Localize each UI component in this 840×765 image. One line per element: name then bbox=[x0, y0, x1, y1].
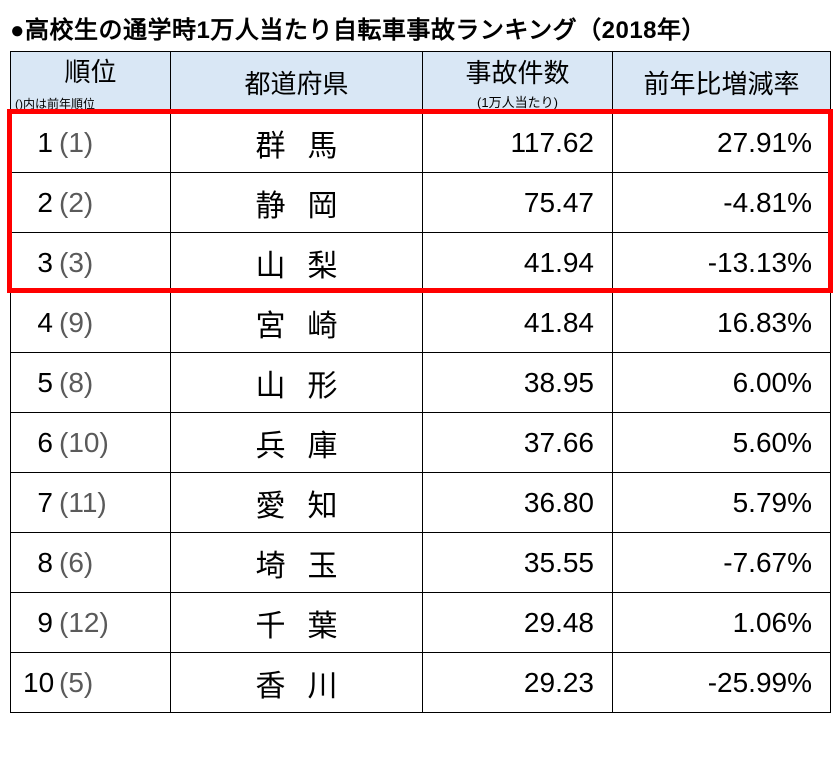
accident-count-cell: 29.48 bbox=[423, 593, 613, 653]
prefecture-cell: 山梨 bbox=[171, 233, 423, 293]
ranking-table: 順位 ()内は前年順位 都道府県 事故件数 (1万人当たり) 前年比増減率 1(… bbox=[10, 51, 831, 713]
rank-current: 4 bbox=[23, 307, 59, 339]
rank-cell: 3(3) bbox=[11, 233, 171, 293]
prefecture-cell: 群馬 bbox=[171, 113, 423, 173]
table-row: 9(12)千葉29.481.06% bbox=[11, 593, 831, 653]
rank-previous: (12) bbox=[59, 607, 109, 639]
rank-cell: 6(10) bbox=[11, 413, 171, 473]
prefecture-cell: 愛知 bbox=[171, 473, 423, 533]
accident-count-cell: 41.94 bbox=[423, 233, 613, 293]
prefecture-cell: 兵庫 bbox=[171, 413, 423, 473]
table-row: 1(1)群馬117.6227.91% bbox=[11, 113, 831, 173]
rank-previous: (3) bbox=[59, 247, 93, 279]
table-row: 10(5)香川29.23-25.99% bbox=[11, 653, 831, 713]
yoy-change-cell: 5.79% bbox=[613, 473, 831, 533]
yoy-change-cell: -7.67% bbox=[613, 533, 831, 593]
yoy-change-cell: 27.91% bbox=[613, 113, 831, 173]
table-row: 2(2)静岡75.47-4.81% bbox=[11, 173, 831, 233]
col-header-pref-label: 都道府県 bbox=[171, 64, 422, 101]
rank-cell: 7(11) bbox=[11, 473, 171, 533]
yoy-change-cell: -25.99% bbox=[613, 653, 831, 713]
accident-count-cell: 36.80 bbox=[423, 473, 613, 533]
prefecture-cell: 静岡 bbox=[171, 173, 423, 233]
yoy-change-cell: 16.83% bbox=[613, 293, 831, 353]
yoy-change-cell: 1.06% bbox=[613, 593, 831, 653]
col-header-rank: 順位 ()内は前年順位 bbox=[11, 52, 171, 113]
table-row: 7(11)愛知36.805.79% bbox=[11, 473, 831, 533]
rank-cell: 4(9) bbox=[11, 293, 171, 353]
rank-cell: 2(2) bbox=[11, 173, 171, 233]
accident-count-cell: 35.55 bbox=[423, 533, 613, 593]
yoy-change-cell: -4.81% bbox=[613, 173, 831, 233]
rank-previous: (1) bbox=[59, 127, 93, 159]
rank-current: 7 bbox=[23, 487, 59, 519]
rank-current: 9 bbox=[23, 607, 59, 639]
col-header-acc: 事故件数 (1万人当たり) bbox=[423, 52, 613, 113]
rank-current: 2 bbox=[23, 187, 59, 219]
rank-cell: 8(6) bbox=[11, 533, 171, 593]
prefecture-cell: 埼玉 bbox=[171, 533, 423, 593]
table-row: 4(9)宮崎41.8416.83% bbox=[11, 293, 831, 353]
prefecture-cell: 千葉 bbox=[171, 593, 423, 653]
accident-count-cell: 37.66 bbox=[423, 413, 613, 473]
col-header-rank-label: 順位 bbox=[11, 52, 170, 89]
accident-count-cell: 38.95 bbox=[423, 353, 613, 413]
rank-current: 5 bbox=[23, 367, 59, 399]
col-header-yoy-label: 前年比増減率 bbox=[613, 64, 830, 101]
table-row: 3(3)山梨41.94-13.13% bbox=[11, 233, 831, 293]
table-body: 1(1)群馬117.6227.91%2(2)静岡75.47-4.81%3(3)山… bbox=[11, 113, 831, 713]
rank-previous: (8) bbox=[59, 367, 93, 399]
col-header-acc-sub: (1万人当たり) bbox=[423, 92, 612, 111]
col-header-yoy: 前年比増減率 bbox=[613, 52, 831, 113]
table-row: 6(10)兵庫37.665.60% bbox=[11, 413, 831, 473]
rank-current: 8 bbox=[23, 547, 59, 579]
table-row: 5(8)山形38.956.00% bbox=[11, 353, 831, 413]
rank-current: 10 bbox=[23, 667, 59, 699]
accident-count-cell: 75.47 bbox=[423, 173, 613, 233]
header-row: 順位 ()内は前年順位 都道府県 事故件数 (1万人当たり) 前年比増減率 bbox=[11, 52, 831, 113]
rank-current: 6 bbox=[23, 427, 59, 459]
rank-cell: 10(5) bbox=[11, 653, 171, 713]
accident-count-cell: 41.84 bbox=[423, 293, 613, 353]
rank-cell: 1(1) bbox=[11, 113, 171, 173]
accident-count-cell: 117.62 bbox=[423, 113, 613, 173]
ranking-table-container: ●高校生の通学時1万人当たり自転車事故ランキング（2018年） 順位 ()内は前… bbox=[10, 10, 830, 713]
table-wrap: 順位 ()内は前年順位 都道府県 事故件数 (1万人当たり) 前年比増減率 1(… bbox=[10, 51, 830, 713]
yoy-change-cell: 6.00% bbox=[613, 353, 831, 413]
prefecture-cell: 山形 bbox=[171, 353, 423, 413]
rank-previous: (9) bbox=[59, 307, 93, 339]
rank-cell: 9(12) bbox=[11, 593, 171, 653]
table-title: ●高校生の通学時1万人当たり自転車事故ランキング（2018年） bbox=[10, 10, 830, 45]
rank-previous: (11) bbox=[59, 487, 107, 519]
yoy-change-cell: -13.13% bbox=[613, 233, 831, 293]
rank-cell: 5(8) bbox=[11, 353, 171, 413]
rank-previous: (10) bbox=[59, 427, 109, 459]
rank-current: 1 bbox=[23, 127, 59, 159]
rank-current: 3 bbox=[23, 247, 59, 279]
rank-previous: (2) bbox=[59, 187, 93, 219]
yoy-change-cell: 5.60% bbox=[613, 413, 831, 473]
accident-count-cell: 29.23 bbox=[423, 653, 613, 713]
prefecture-cell: 宮崎 bbox=[171, 293, 423, 353]
col-header-rank-sub: ()内は前年順位 bbox=[11, 95, 170, 112]
col-header-pref: 都道府県 bbox=[171, 52, 423, 113]
rank-previous: (5) bbox=[59, 667, 93, 699]
table-row: 8(6)埼玉35.55-7.67% bbox=[11, 533, 831, 593]
prefecture-cell: 香川 bbox=[171, 653, 423, 713]
rank-previous: (6) bbox=[59, 547, 93, 579]
col-header-acc-label: 事故件数 bbox=[423, 53, 612, 90]
